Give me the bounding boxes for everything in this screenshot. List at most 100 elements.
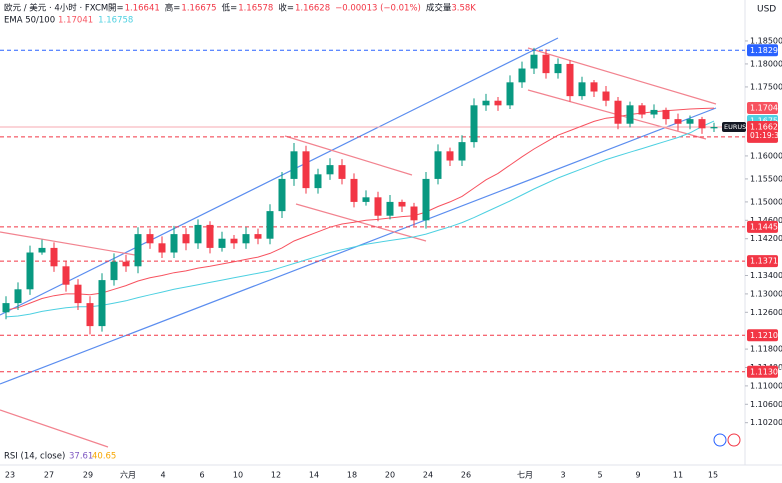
y-tick-label: 1.18500: [750, 36, 782, 45]
y-tick-label: 1.13000: [750, 289, 782, 298]
quote-label: 開=: [108, 4, 124, 14]
candle-body: [686, 119, 694, 124]
x-tick-label: 14: [309, 471, 319, 480]
candle-body: [470, 105, 478, 143]
candle-body: [74, 284, 82, 304]
candle-body: [278, 178, 286, 212]
x-tick-label: 18: [347, 471, 357, 480]
candle-body: [494, 100, 502, 106]
currency: USD: [757, 5, 776, 15]
price-label: 1.14458: [750, 222, 782, 231]
x-tick-label: 10: [233, 471, 243, 480]
candle-body: [386, 201, 394, 216]
y-tick-label: 1.12600: [750, 308, 782, 317]
quote-label: 高=: [165, 3, 181, 14]
y-tick-label: 1.15500: [750, 174, 782, 183]
candle-body: [614, 100, 622, 124]
x-tick-label: 七月: [517, 471, 533, 480]
candle-body: [302, 151, 310, 189]
y-tick-label: 1.10200: [750, 418, 782, 427]
rsi-label: RSI (14, close): [4, 452, 65, 462]
icon[interactable]: [713, 433, 727, 447]
candle-body: [710, 127, 718, 129]
price-label-bg: [747, 44, 778, 57]
candle-body: [566, 63, 574, 97]
x-tick-label: 3: [560, 471, 565, 480]
x-tick-label: 23: [5, 471, 15, 480]
trend-line: [0, 231, 136, 256]
x-tick-label: 29: [83, 471, 93, 480]
channel-upper: [0, 37, 559, 316]
x-tick-label: 12: [271, 471, 281, 480]
x-tick-label: 11: [673, 471, 683, 480]
candle-body: [182, 234, 190, 244]
quote-value: 1.16675: [181, 4, 216, 14]
candle-body: [122, 261, 130, 267]
candle-body: [206, 224, 214, 248]
y-tick-label: 1.11800: [750, 345, 782, 354]
candle-body: [518, 68, 526, 83]
toolbar-icons: [713, 433, 741, 447]
quote-value: 1.16641: [125, 4, 160, 14]
y-tick-label: 1.18000: [750, 59, 782, 68]
candle-body: [314, 174, 322, 189]
candle-body: [542, 54, 550, 74]
x-tick-label: 27: [44, 471, 54, 480]
candle-body: [674, 119, 682, 124]
candle-body: [554, 63, 562, 74]
candle-body: [242, 234, 250, 244]
candle-body: [146, 234, 154, 244]
y-tick-label: 1.13400: [750, 271, 782, 280]
price-label: 1.13713: [750, 257, 782, 266]
candle-body: [410, 206, 418, 221]
candle-body: [506, 82, 514, 106]
candle-body: [446, 151, 454, 161]
y-tick-label: 1.14600: [750, 216, 782, 225]
candle-body: [170, 234, 178, 253]
candle-body: [530, 54, 538, 69]
y-tick-label: 1.16000: [750, 151, 782, 160]
y-tick-label: 1.11000: [750, 381, 782, 390]
price-label: 1.11307: [750, 367, 782, 376]
change: −0.00013 (−0.01%): [335, 4, 421, 14]
candle-body: [158, 243, 166, 253]
candle-body: [398, 201, 406, 207]
trend-line: [284, 135, 413, 176]
y-tick-label: 1.15000: [750, 197, 782, 206]
x-tick-label: 24: [423, 471, 433, 480]
x-tick-label: 9: [635, 471, 640, 480]
ema-label: EMA 50/100: [4, 16, 55, 26]
candle-body: [434, 151, 442, 179]
x-tick-label: 20: [385, 471, 395, 480]
rsi-value: 37.61: [69, 452, 93, 462]
x-tick-label: 6: [199, 471, 204, 480]
candle-body: [50, 247, 58, 267]
candle-body: [218, 238, 226, 248]
candle-body: [2, 303, 10, 313]
candle-body: [350, 178, 358, 202]
price-label-bg: [747, 220, 778, 233]
icon[interactable]: [727, 433, 741, 447]
candle-body: [458, 142, 466, 161]
candle-body: [134, 234, 142, 267]
volume-value: 3.58K: [451, 4, 476, 14]
price-label-bg: [747, 329, 778, 342]
quote-value: 1.16628: [295, 4, 330, 14]
candle-body: [38, 247, 46, 253]
candle-body: [578, 82, 586, 97]
candle-body: [374, 197, 382, 216]
candle-body: [626, 105, 634, 124]
price-label-bg: [747, 255, 778, 268]
y-tick-label: 1.14200: [750, 234, 782, 243]
candle-body: [602, 91, 610, 101]
candle-body: [650, 109, 658, 115]
y-tick-label: 1.10600: [750, 400, 782, 409]
quote-value: 1.16578: [238, 4, 273, 14]
candle-body: [110, 261, 118, 281]
x-tick-label: 15: [708, 471, 718, 480]
trend-line: [527, 47, 717, 105]
price-label-bg: [747, 102, 778, 115]
ema-value: 1.16758: [98, 16, 133, 26]
rsi-value: 40.65: [92, 452, 116, 462]
